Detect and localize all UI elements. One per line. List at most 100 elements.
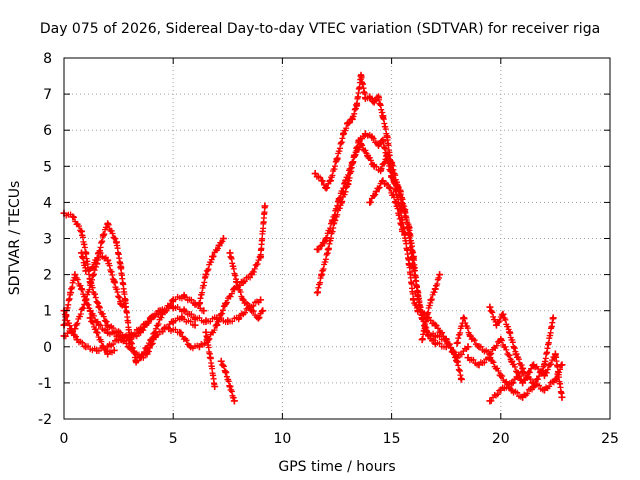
series-pass-9 bbox=[202, 328, 219, 391]
data-point bbox=[486, 397, 494, 405]
data-point bbox=[436, 271, 444, 279]
data-point bbox=[551, 375, 559, 383]
data-point bbox=[530, 361, 538, 369]
data-point bbox=[239, 278, 247, 286]
data-point bbox=[418, 336, 426, 344]
series-pass-14 bbox=[313, 140, 450, 351]
data-point bbox=[372, 188, 380, 196]
data-point bbox=[261, 202, 269, 210]
y-tick-label: -1 bbox=[38, 376, 52, 392]
data-point bbox=[202, 328, 210, 336]
data-point bbox=[67, 289, 75, 297]
data-point bbox=[374, 141, 382, 149]
data-point bbox=[348, 115, 356, 123]
data-point bbox=[399, 227, 407, 235]
data-point bbox=[187, 343, 195, 351]
data-point bbox=[377, 166, 385, 174]
data-point bbox=[464, 354, 472, 362]
data-point bbox=[383, 151, 391, 159]
y-tick-label: -2 bbox=[38, 412, 52, 428]
data-point bbox=[475, 343, 483, 351]
data-point bbox=[313, 245, 321, 253]
data-point bbox=[230, 397, 238, 405]
data-point bbox=[82, 343, 90, 351]
data-point bbox=[165, 325, 173, 333]
data-point bbox=[366, 94, 374, 102]
data-point bbox=[169, 296, 177, 304]
data-point bbox=[353, 101, 361, 109]
data-point bbox=[379, 177, 387, 185]
data-point bbox=[254, 314, 262, 322]
data-point bbox=[77, 227, 85, 235]
data-point bbox=[215, 242, 223, 250]
data-markers bbox=[218, 358, 238, 404]
data-point bbox=[176, 328, 184, 336]
y-tick-label: 2 bbox=[43, 268, 52, 284]
data-point bbox=[508, 357, 516, 365]
data-point bbox=[540, 361, 548, 369]
data-point bbox=[121, 296, 129, 304]
data-point bbox=[132, 357, 140, 365]
data-point bbox=[506, 328, 514, 336]
data-point bbox=[405, 260, 413, 268]
data-point bbox=[350, 151, 358, 159]
data-point bbox=[431, 321, 439, 329]
data-point bbox=[431, 339, 439, 347]
plot-area bbox=[60, 71, 566, 405]
data-point bbox=[357, 141, 365, 149]
y-tick-label: 0 bbox=[43, 340, 52, 356]
data-point bbox=[442, 336, 450, 344]
grid bbox=[64, 58, 610, 419]
data-point bbox=[318, 242, 326, 250]
data-point bbox=[93, 328, 101, 336]
y-tick-label: 8 bbox=[43, 51, 52, 67]
data-point bbox=[512, 350, 520, 358]
series-pass-6 bbox=[86, 314, 118, 358]
data-point bbox=[530, 379, 538, 387]
data-point bbox=[453, 357, 461, 365]
data-point bbox=[222, 368, 230, 376]
data-point bbox=[202, 271, 210, 279]
data-point bbox=[230, 285, 238, 293]
data-point bbox=[394, 184, 402, 192]
data-point bbox=[331, 216, 339, 224]
series-pass-7 bbox=[165, 202, 269, 352]
data-point bbox=[486, 354, 494, 362]
series-pass-16 bbox=[418, 271, 444, 344]
data-point bbox=[409, 253, 417, 261]
y-tick-label: 5 bbox=[43, 159, 52, 175]
data-point bbox=[399, 202, 407, 210]
data-point bbox=[486, 303, 494, 311]
data-point bbox=[383, 133, 391, 141]
data-point bbox=[104, 220, 112, 228]
data-point bbox=[257, 253, 265, 261]
y-tick-label: 3 bbox=[43, 232, 52, 248]
y-tick-label: 4 bbox=[43, 195, 52, 211]
data-point bbox=[344, 180, 352, 188]
data-point bbox=[492, 321, 500, 329]
data-point bbox=[368, 133, 376, 141]
y-tick-label: 1 bbox=[43, 304, 52, 320]
data-point bbox=[178, 314, 186, 322]
data-point bbox=[497, 372, 505, 380]
data-point bbox=[379, 137, 387, 145]
data-point bbox=[117, 299, 125, 307]
data-point bbox=[88, 263, 96, 271]
data-point bbox=[379, 112, 387, 120]
data-point bbox=[115, 336, 123, 344]
axis-ticks: 0 5 10 15 20 25 -2 -1 0 1 2 3 4 5 6 7 8 bbox=[38, 51, 619, 447]
x-tick-label: 5 bbox=[169, 431, 178, 447]
data-point bbox=[453, 339, 461, 347]
series-pass-15 bbox=[366, 177, 407, 235]
data-point bbox=[158, 310, 166, 318]
data-point bbox=[508, 379, 516, 387]
data-point bbox=[558, 393, 566, 401]
data-point bbox=[499, 310, 507, 318]
data-point bbox=[95, 303, 103, 311]
data-point bbox=[344, 119, 352, 127]
data-point bbox=[110, 278, 118, 286]
data-point bbox=[156, 307, 164, 315]
data-point bbox=[217, 357, 225, 365]
data-point bbox=[82, 267, 90, 275]
data-point bbox=[195, 299, 203, 307]
